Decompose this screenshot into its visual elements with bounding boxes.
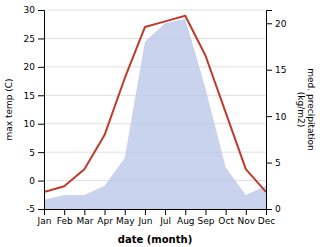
tick: 0 [266, 204, 281, 214]
tick-label: 15 [275, 65, 286, 75]
tick-mark [266, 116, 272, 117]
tick-mark [266, 23, 272, 24]
tick: Jan [37, 209, 52, 226]
tick-mark [125, 209, 126, 215]
tick-label: Jul [159, 216, 171, 226]
tick: Feb [57, 209, 73, 226]
tick: Sep [197, 209, 214, 226]
tick: 10 [24, 119, 44, 129]
tick-label: 0 [29, 176, 35, 186]
tick-mark [38, 38, 44, 39]
axis-line [38, 11, 45, 210]
tick-mark [266, 70, 272, 71]
tick-label: 10 [275, 112, 287, 122]
tick: 15 [24, 91, 44, 101]
tick-label: Dec [258, 216, 275, 226]
tick-label: Sep [197, 216, 214, 226]
title-line: med. precipitation [306, 68, 316, 150]
tick-label: 25 [24, 34, 35, 44]
tick-label: 10 [24, 119, 36, 129]
tick: -5 [26, 204, 44, 214]
tick-mark [38, 95, 44, 96]
tick-label: 5 [275, 158, 281, 168]
tick-mark [246, 209, 247, 215]
tick-mark [38, 67, 44, 68]
tick-label: Jun [137, 216, 152, 226]
y2-axis-title: med. precipitation(kg/m2) [296, 68, 316, 150]
tick-label: 30 [24, 5, 36, 15]
tick: Jul [159, 209, 171, 226]
tick-mark [38, 124, 44, 125]
axis-line [267, 11, 273, 210]
precipitation-area [44, 19, 266, 209]
tick-mark [205, 209, 206, 215]
tick: 25 [24, 34, 44, 44]
tick-mark [38, 209, 44, 210]
tick-label: Jan [37, 216, 52, 226]
tick-mark [165, 209, 166, 215]
tick-mark [185, 209, 186, 215]
tick: Nov [238, 209, 256, 226]
tick: 20 [24, 62, 44, 72]
x-axis: Jan FebMar AprMayJun Jul AugSep Oct NovDec [37, 209, 276, 226]
tick: Oct [218, 209, 234, 226]
temperature-line [44, 16, 266, 192]
tick-label: Apr [97, 216, 113, 226]
tick-label: 20 [275, 19, 287, 29]
tick-label: Oct [218, 216, 234, 226]
tick-mark [226, 209, 227, 215]
axis-line [45, 210, 267, 216]
tick: Apr [97, 209, 113, 226]
tick-label: 5 [29, 148, 35, 158]
y-axis: -5 0 5 10 15 20 25 30 [24, 5, 45, 214]
marks [44, 16, 266, 209]
tick: Jun [137, 209, 152, 226]
tick: 5 [266, 158, 281, 168]
tick-label: May [116, 216, 135, 226]
tick-mark [266, 209, 272, 210]
tick: Aug [177, 209, 195, 226]
tick-mark [64, 209, 65, 215]
tick-mark [38, 10, 44, 11]
y2-axis: 0 5 10 15 20 [266, 11, 287, 215]
tick-mark [266, 163, 272, 164]
tick-mark [84, 209, 85, 215]
tick: Dec [258, 209, 275, 226]
tick-label: Mar [76, 216, 93, 226]
x-axis-title: date (month) [118, 234, 192, 245]
tick-mark [38, 152, 44, 153]
tick: May [116, 209, 135, 226]
tick-label: 0 [275, 204, 281, 214]
grid-line [44, 10, 266, 11]
tick-label: 20 [24, 62, 36, 72]
tick: 5 [29, 148, 44, 158]
tick-mark [105, 209, 106, 215]
y-axis-title: max temp (C) [4, 78, 14, 140]
tick-label: Nov [238, 216, 256, 226]
title-line: (kg/m2) [296, 92, 306, 127]
tick-mark [145, 209, 146, 215]
chart: Jan FebMar AprMayJun Jul AugSep Oct NovDec -5 0 5… [0, 0, 320, 247]
plot: Jan FebMar AprMayJun Jul AugSep Oct NovDec -5 0 5… [24, 5, 287, 226]
tick: Mar [76, 209, 93, 226]
tick: 0 [29, 176, 44, 186]
tick-label: -5 [26, 204, 35, 214]
tick-mark [38, 181, 44, 182]
tick: 30 [24, 5, 44, 15]
tick: 15 [266, 65, 286, 75]
tick: 20 [266, 19, 287, 29]
grid [44, 10, 266, 209]
tick-label: Aug [177, 216, 195, 226]
tick-label: Feb [57, 216, 73, 226]
tick: 10 [266, 112, 287, 122]
tick-label: 15 [24, 91, 35, 101]
